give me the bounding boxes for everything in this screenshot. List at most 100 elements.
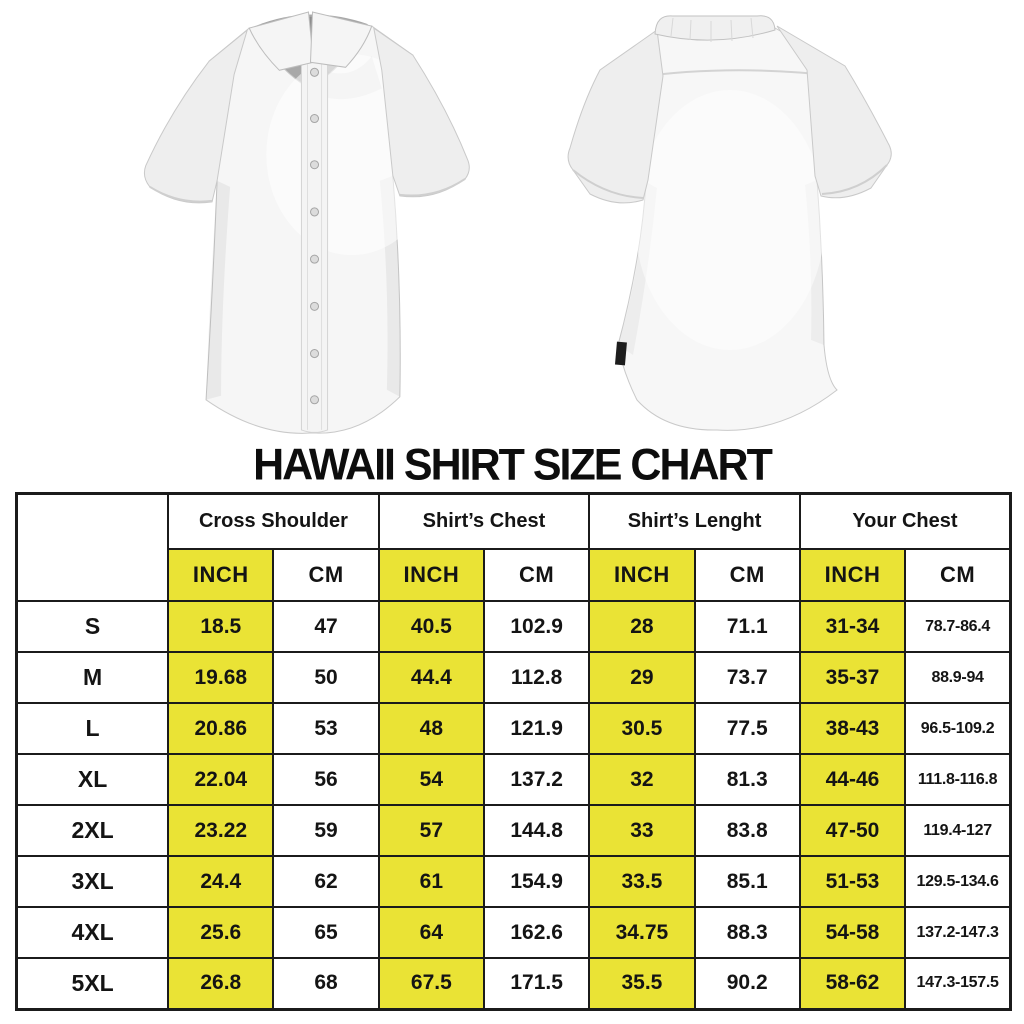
- unit-cell-inch: INCH: [798, 548, 907, 602]
- cell-shirts-chest-cm: 171.5: [482, 957, 591, 1010]
- cell-your-chest-cm: 147.3-157.5: [904, 957, 1012, 1010]
- cell-shirts-chest-cm: 162.6: [482, 906, 591, 959]
- cell-shirts-chest-inch: 61: [377, 855, 485, 908]
- cell-your-chest-inch: 54-58: [798, 906, 907, 959]
- corner-cell: [15, 492, 170, 602]
- size-label: XL: [15, 753, 170, 806]
- cell-cross-shoulder-inch: 25.6: [167, 906, 275, 959]
- cell-cross-shoulder-inch: 19.68: [167, 651, 275, 704]
- cell-shirts-chest-inch: 48: [377, 702, 485, 755]
- cell-your-chest-inch: 47-50: [798, 804, 907, 857]
- column-group-row: Cross Shoulder Shirt’s Chest Shirt’s Len…: [15, 492, 1012, 602]
- cell-shirts-chest-cm: 154.9: [482, 855, 591, 908]
- cell-your-chest-inch: 35-37: [798, 651, 907, 704]
- table-row: 2XL 23.22 59 57 144.8 33 83.8 47-50 119.…: [15, 804, 1012, 857]
- size-label: 2XL: [15, 804, 170, 857]
- cell-shirts-lenght-inch: 33: [588, 804, 696, 857]
- cell-shirts-lenght-inch: 33.5: [588, 855, 696, 908]
- table-row: S 18.5 47 40.5 102.9 28 71.1 31-34 78.7-…: [15, 600, 1012, 653]
- unit-cell-cm: CM: [904, 548, 1012, 602]
- cell-your-chest-inch: 31-34: [798, 600, 907, 653]
- unit-cell-cm: CM: [272, 548, 380, 602]
- cell-shirts-lenght-inch: 28: [588, 600, 696, 653]
- cell-cross-shoulder-inch: 18.5: [167, 600, 275, 653]
- cell-shirts-chest-inch: 64: [377, 906, 485, 959]
- cell-shirts-lenght-cm: 77.5: [693, 702, 801, 755]
- cell-cross-shoulder-inch: 24.4: [167, 855, 275, 908]
- table-row: 5XL 26.8 68 67.5 171.5 35.5 90.2 58-62 1…: [15, 957, 1012, 1010]
- size-label: 5XL: [15, 957, 170, 1010]
- cell-cross-shoulder-inch: 22.04: [167, 753, 275, 806]
- cell-shirts-lenght-cm: 81.3: [693, 753, 801, 806]
- table-row: 3XL 24.4 62 61 154.9 33.5 85.1 51-53 129…: [15, 855, 1012, 908]
- cell-cross-shoulder-cm: 53: [272, 702, 380, 755]
- cell-shirts-chest-cm: 144.8: [482, 804, 591, 857]
- table-row: 4XL 25.6 65 64 162.6 34.75 88.3 54-58 13…: [15, 906, 1012, 959]
- cell-shirts-chest-inch: 44.4: [377, 651, 485, 704]
- back-hem-tag: [614, 341, 627, 366]
- cell-your-chest-cm: 119.4-127: [904, 804, 1012, 857]
- table-row: M 19.68 50 44.4 112.8 29 73.7 35-37 88.9…: [15, 651, 1012, 704]
- cell-shirts-lenght-inch: 35.5: [588, 957, 696, 1010]
- table-row: XL 22.04 56 54 137.2 32 81.3 44-46 111.8…: [15, 753, 1012, 806]
- cell-cross-shoulder-cm: 50: [272, 651, 380, 704]
- front-left-sleeve: [143, 28, 249, 204]
- unit-cell-inch: INCH: [167, 548, 275, 602]
- cell-your-chest-inch: 44-46: [798, 753, 907, 806]
- front-collar-right: [309, 11, 373, 68]
- cell-cross-shoulder-cm: 56: [272, 753, 380, 806]
- size-table-body: S 18.5 47 40.5 102.9 28 71.1 31-34 78.7-…: [15, 600, 1012, 1010]
- shirt-back-image: [567, 15, 892, 431]
- cell-your-chest-cm: 78.7-86.4: [904, 600, 1012, 653]
- column-group-shirts-chest: Shirt’s Chest: [377, 492, 591, 550]
- cell-cross-shoulder-cm: 59: [272, 804, 380, 857]
- cell-cross-shoulder-inch: 23.22: [167, 804, 275, 857]
- cell-shirts-chest-cm: 121.9: [482, 702, 591, 755]
- cell-shirts-lenght-cm: 85.1: [693, 855, 801, 908]
- size-label: S: [15, 600, 170, 653]
- cell-shirts-chest-inch: 54: [377, 753, 485, 806]
- size-table: Cross Shoulder Shirt’s Chest Shirt’s Len…: [15, 492, 1012, 1011]
- size-label: 3XL: [15, 855, 170, 908]
- unit-cell-inch: INCH: [377, 548, 485, 602]
- column-group-shirts-lenght: Shirt’s Lenght: [588, 492, 801, 550]
- cell-shirts-lenght-inch: 32: [588, 753, 696, 806]
- cell-shirts-lenght-inch: 29: [588, 651, 696, 704]
- cell-shirts-chest-cm: 137.2: [482, 753, 591, 806]
- column-group-your-chest: Your Chest: [798, 492, 1012, 550]
- back-collar-band: [654, 15, 776, 41]
- back-right-sleeve: [776, 25, 892, 199]
- cell-shirts-lenght-cm: 88.3: [693, 906, 801, 959]
- cell-shirts-lenght-inch: 34.75: [588, 906, 696, 959]
- cell-shirts-lenght-cm: 83.8: [693, 804, 801, 857]
- cell-your-chest-cm: 129.5-134.6: [904, 855, 1012, 908]
- cell-your-chest-inch: 58-62: [798, 957, 907, 1010]
- shirt-front-image: [143, 11, 470, 434]
- cell-shirts-lenght-cm: 71.1: [693, 600, 801, 653]
- cell-shirts-chest-cm: 102.9: [482, 600, 591, 653]
- size-label: L: [15, 702, 170, 755]
- size-table-header: Cross Shoulder Shirt’s Chest Shirt’s Len…: [15, 492, 1012, 602]
- back-left-sleeve: [567, 29, 664, 204]
- front-collar-left: [248, 11, 315, 71]
- cell-shirts-chest-cm: 112.8: [482, 651, 591, 704]
- page-title: HAWAII SHIRT SIZE CHART: [253, 440, 773, 490]
- cell-shirts-chest-inch: 40.5: [377, 600, 485, 653]
- cell-shirts-lenght-cm: 90.2: [693, 957, 801, 1010]
- cell-shirts-chest-inch: 67.5: [377, 957, 485, 1010]
- size-label: M: [15, 651, 170, 704]
- table-row: L 20.86 53 48 121.9 30.5 77.5 38-43 96.5…: [15, 702, 1012, 755]
- cell-shirts-lenght-cm: 73.7: [693, 651, 801, 704]
- cell-shirts-lenght-inch: 30.5: [588, 702, 696, 755]
- cell-your-chest-cm: 88.9-94: [904, 651, 1012, 704]
- unit-cell-cm: CM: [693, 548, 801, 602]
- unit-cell-inch: INCH: [588, 548, 696, 602]
- front-buttons: [309, 67, 320, 405]
- size-label: 4XL: [15, 906, 170, 959]
- cell-cross-shoulder-inch: 26.8: [167, 957, 275, 1010]
- cell-your-chest-cm: 96.5-109.2: [904, 702, 1012, 755]
- cell-cross-shoulder-cm: 47: [272, 600, 380, 653]
- front-right-sleeve: [373, 26, 470, 198]
- cell-your-chest-inch: 38-43: [798, 702, 907, 755]
